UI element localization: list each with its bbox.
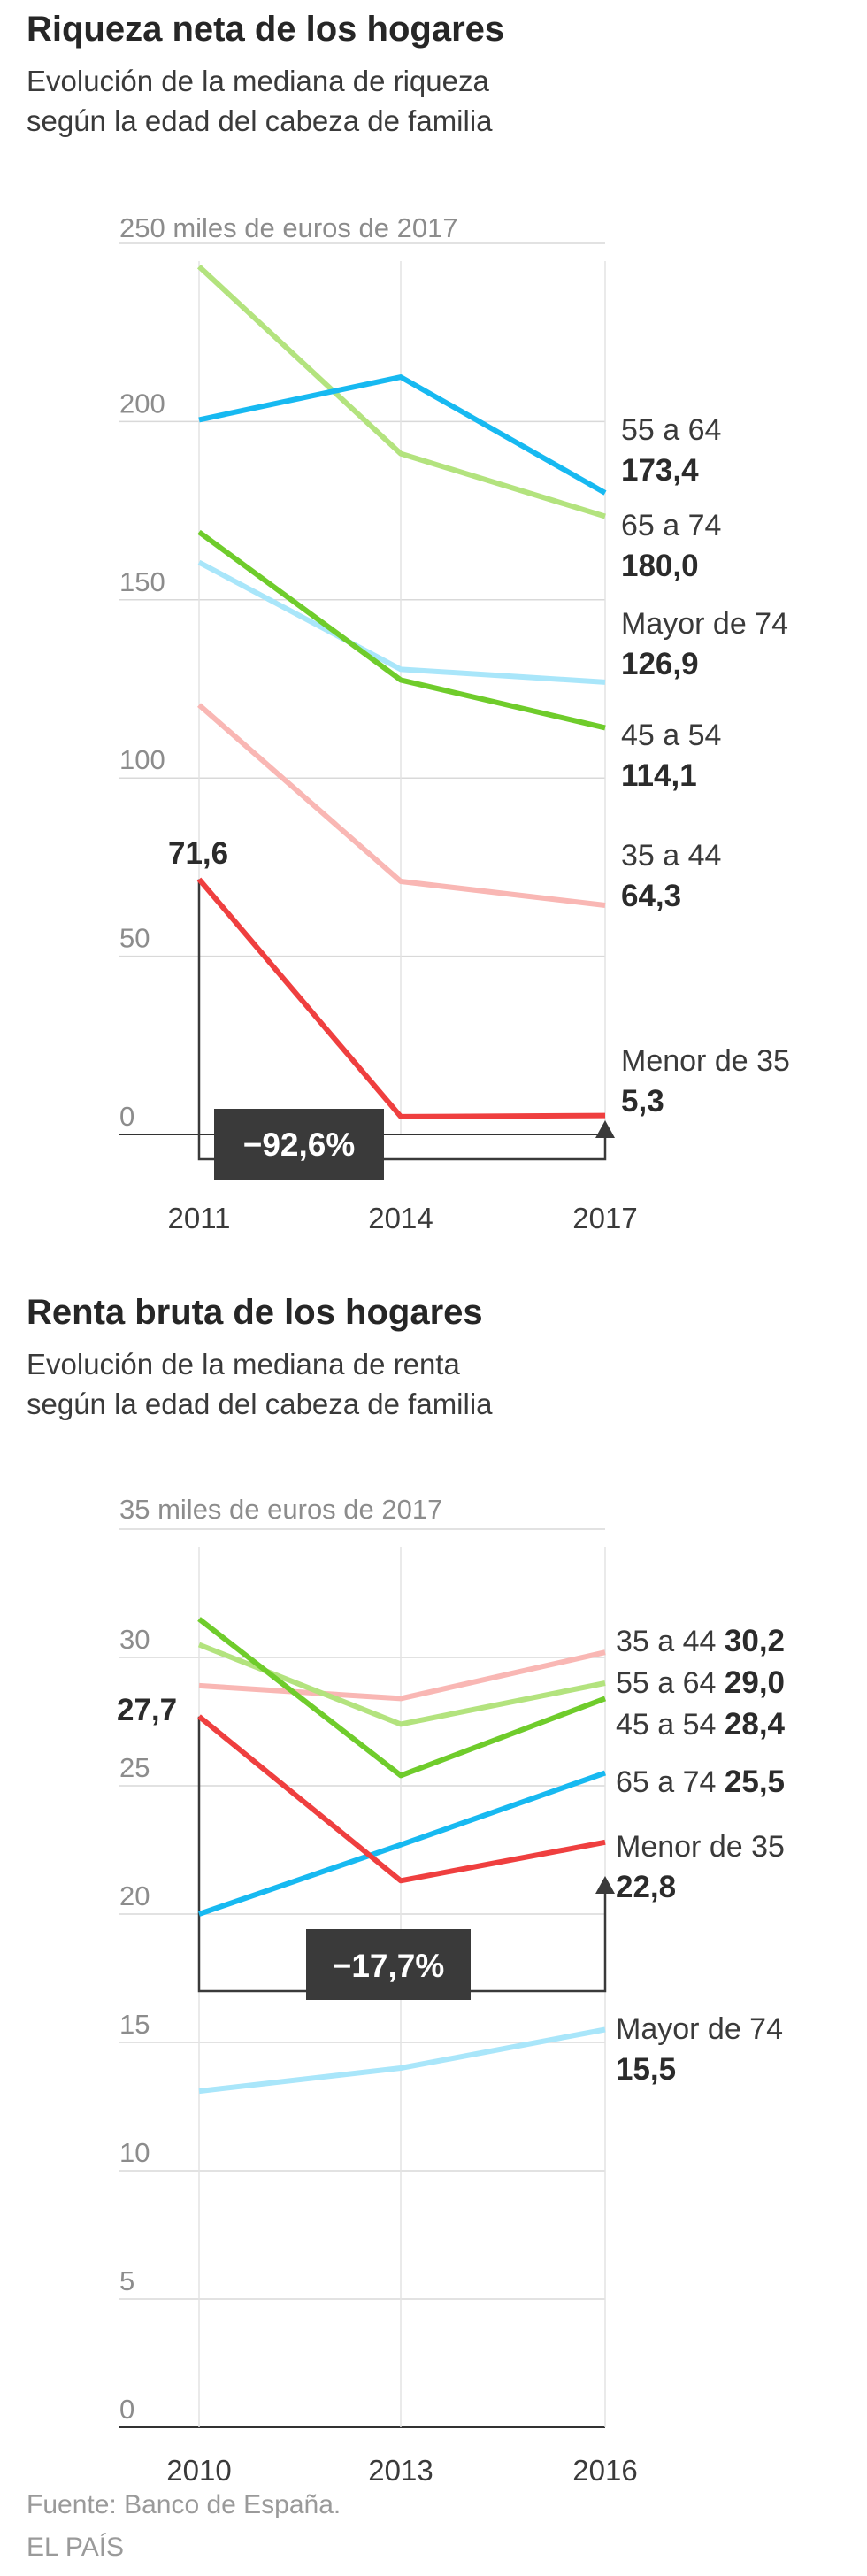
c2-y-tick-20: 20 xyxy=(119,1880,150,1911)
c2-y-tick-0: 0 xyxy=(119,2394,134,2425)
chart1-title: Riqueza neta de los hogares xyxy=(27,10,504,49)
c1-line-menor-de-35 xyxy=(196,877,606,1119)
c2-label-mayor-de-74-name: Mayor de 74 xyxy=(616,2012,783,2046)
c2-line-menor-de-35 xyxy=(197,1714,606,1884)
chart2-title: Renta bruta de los hogares xyxy=(27,1293,483,1332)
c2-line-65-a-74 xyxy=(198,1770,606,1917)
c1-label-menor-de-35-value: 5,3 xyxy=(621,1084,664,1119)
c1-label-55-a-64-value: 173,4 xyxy=(621,453,699,488)
chart1-unit-label: 250 miles de euros de 2017 xyxy=(119,212,458,243)
c2-label-65-a-74: 65 a 74 25,5 xyxy=(616,1765,785,1799)
c2-label-35-a-44: 35 a 44 30,2 xyxy=(616,1624,785,1658)
c1-x-tick-2014: 2014 xyxy=(368,1202,433,1234)
c1-label-mayor-de-74-value: 126,9 xyxy=(621,647,699,681)
c2-label-35-a-44-value: 30,2 xyxy=(725,1624,785,1658)
c2-label-menor-de-35-value: 22,8 xyxy=(616,1870,676,1904)
c2-label-45-a-54-name: 45 a 54 xyxy=(616,1708,725,1742)
c2-line-55-a-64 xyxy=(197,1642,606,1727)
c2-y-tick-30: 30 xyxy=(119,1624,150,1655)
c2-y-tick-25: 25 xyxy=(119,1752,150,1783)
c1-line-mayor-de-74 xyxy=(197,559,606,685)
chart2-unit-label: 35 miles de euros de 2017 xyxy=(119,1494,442,1525)
c2-x-tick-2016: 2016 xyxy=(572,2454,637,2487)
c1-y-tick-150: 150 xyxy=(119,566,165,597)
c2-label-45-a-54-value: 28,4 xyxy=(725,1707,786,1742)
chart2-change-box: −17,7% xyxy=(306,1929,471,2000)
c1-label-65-a-74-value: 180,0 xyxy=(621,549,699,583)
chart2-change-label: −17,7% xyxy=(333,1948,445,1984)
chart1-end-labels: 55 a 64 173,4 65 a 74 180,0 Mayor de 74 126,9… xyxy=(621,413,790,1119)
chart1-gridlines xyxy=(119,242,606,1135)
chart1-change-bracket xyxy=(197,879,615,1161)
chart2-series-lines xyxy=(197,1617,607,2095)
c1-label-65-a-74-name: 65 a 74 xyxy=(621,509,721,542)
c2-x-tick-2013: 2013 xyxy=(368,2454,433,2487)
chart2-subtitle-line2: según la edad del cabeza de familia xyxy=(27,1388,493,1420)
chart2-change-box-bg xyxy=(306,1929,471,2000)
c1-x-tick-2011: 2011 xyxy=(168,1202,231,1234)
c1-label-45-a-54-value: 114,1 xyxy=(621,758,697,793)
c1-line-55-a-64 xyxy=(196,264,606,519)
c1-x-tick-2017: 2017 xyxy=(572,1202,637,1234)
c2-y-tick-15: 15 xyxy=(119,2009,150,2040)
c1-line-45-a-54 xyxy=(197,529,606,731)
chart1-change-label: −92,6% xyxy=(243,1127,356,1163)
chart2-x-tick-labels: 2010 2013 2016 xyxy=(166,2454,637,2487)
chart1-subtitle-line2: según la edad del cabeza de familia xyxy=(27,104,493,137)
c2-label-55-a-64-value: 29,0 xyxy=(725,1665,785,1700)
c2-label-menor-de-35-name: Menor de 35 xyxy=(616,1830,785,1864)
chart1-start-value-label: 71,6 xyxy=(168,836,228,871)
c1-y-tick-0: 0 xyxy=(119,1101,134,1132)
chart1-x-tick-labels: 2011 2014 2017 xyxy=(168,1202,638,1234)
c1-y-tick-200: 200 xyxy=(119,388,165,419)
chart2-y-tick-labels: 0 5 10 15 20 25 30 xyxy=(119,1624,150,2425)
c1-label-35-a-44-value: 64,3 xyxy=(621,879,681,913)
c1-label-mayor-de-74-name: Mayor de 74 xyxy=(621,607,788,641)
c1-bracket-line xyxy=(197,879,607,1161)
c2-line-mayor-de-74 xyxy=(198,2026,606,2095)
c2-bracket-arrow xyxy=(595,1876,615,1894)
source-note: Fuente: Banco de España. xyxy=(27,2490,341,2519)
chart1-y-tick-labels: 0 50 100 150 200 xyxy=(119,388,165,1132)
brand-label: EL PAÍS xyxy=(27,2533,124,2562)
c2-line-45-a-54 xyxy=(197,1617,607,1779)
c2-label-mayor-de-74-value: 15,5 xyxy=(616,2052,676,2087)
chart1-subtitle-line1: Evolución de la mediana de riqueza xyxy=(27,65,489,97)
c2-label-55-a-64-name: 55 a 64 xyxy=(616,1666,725,1700)
c1-label-55-a-64-name: 55 a 64 xyxy=(621,413,721,447)
chart1-change-box: −92,6% xyxy=(214,1109,384,1180)
chart2-start-value-label: 27,7 xyxy=(117,1693,177,1727)
chart1-series-lines xyxy=(196,264,607,1119)
chart2-subtitle-line1: Evolución de la mediana de renta xyxy=(27,1348,460,1380)
c2-label-65-a-74-value: 25,5 xyxy=(725,1765,785,1799)
chart1-change-box-bg xyxy=(214,1109,384,1180)
c1-label-menor-de-35-name: Menor de 35 xyxy=(621,1044,790,1078)
c1-y-tick-100: 100 xyxy=(119,744,165,775)
c2-label-35-a-44-name: 35 a 44 xyxy=(616,1625,725,1658)
c2-label-45-a-54: 45 a 54 28,4 xyxy=(616,1707,786,1742)
c1-line-65-a-74 xyxy=(198,374,607,496)
c1-label-35-a-44-name: 35 a 44 xyxy=(621,839,721,873)
c1-label-45-a-54-name: 45 a 54 xyxy=(621,719,721,752)
c2-line-35-a-44 xyxy=(198,1649,606,1702)
c2-x-tick-2010: 2010 xyxy=(166,2454,231,2487)
c1-bracket-arrow xyxy=(595,1120,615,1138)
c1-line-35-a-44 xyxy=(197,703,606,908)
chart2-end-labels: 35 a 44 30,255 a 64 29,045 a 54 28,465 a… xyxy=(616,1624,786,2087)
c2-y-tick-5: 5 xyxy=(119,2265,134,2296)
c1-y-tick-50: 50 xyxy=(119,923,150,954)
c2-label-65-a-74-name: 65 a 74 xyxy=(616,1765,725,1799)
c2-label-55-a-64: 55 a 64 29,0 xyxy=(616,1665,785,1700)
c2-y-tick-10: 10 xyxy=(119,2137,150,2168)
